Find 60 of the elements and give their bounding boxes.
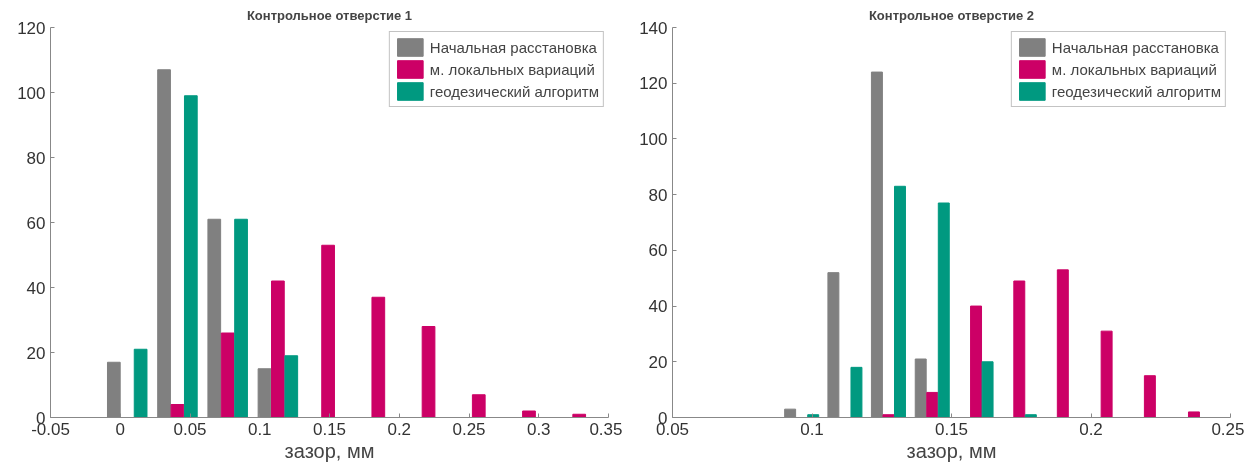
bar [1100, 330, 1113, 418]
x-tick-label: 0.1 [800, 419, 824, 439]
bar [271, 280, 285, 418]
x-tick-label: 0.15 [312, 419, 347, 439]
bar [170, 404, 185, 418]
chart-title: Контрольное отверстие 1 [246, 7, 413, 23]
bar [471, 394, 486, 418]
x-tick-label: 0.15 [934, 419, 969, 439]
x-tick-label: 0.2 [1079, 419, 1103, 439]
y-tick-label: 100 [639, 129, 668, 149]
y-tick-label: 140 [639, 18, 668, 38]
x-tick-label: 0.35 [589, 419, 623, 439]
y-tick-label: 100 [17, 83, 46, 103]
bar [1024, 414, 1037, 418]
y-tick-label: 120 [17, 18, 46, 38]
bar [1187, 411, 1200, 418]
bar [981, 361, 994, 418]
x-axis-title: зазор, мм [906, 439, 997, 462]
bar [894, 185, 906, 418]
legend-label: Начальная расстановка [1051, 38, 1219, 56]
bar [937, 202, 950, 418]
x-tick-label: 0.05 [173, 419, 207, 439]
x-tick-label: 0.25 [1211, 419, 1245, 439]
bar [522, 410, 536, 418]
bar [133, 348, 148, 418]
legend-label: геодезический алгоритм [1051, 82, 1221, 100]
x-tick-label: 0 [115, 419, 125, 439]
y-tick-label: 60 [648, 241, 668, 261]
legend-label: м. локальных вариаций [1051, 60, 1217, 78]
bar [1143, 375, 1156, 418]
bar [1013, 280, 1026, 418]
y-tick-label: 80 [26, 148, 46, 168]
y-tick-label: 80 [648, 185, 668, 205]
bar [284, 355, 299, 418]
legend-label: геодезический алгоритм [429, 82, 599, 100]
bar [183, 95, 198, 418]
y-tick-label: 20 [26, 343, 46, 363]
x-tick-label: 0.25 [452, 419, 486, 439]
bar [220, 332, 235, 418]
legend-label: Начальная расстановка [429, 38, 597, 56]
bar [421, 326, 436, 418]
bar [321, 244, 335, 418]
chart-title: Контрольное отверстие 2 [868, 7, 1035, 23]
x-axis-title: зазор, мм [284, 439, 375, 462]
x-tick-label: 0.3 [526, 419, 551, 439]
y-tick-label: 40 [648, 297, 668, 317]
bar [850, 366, 863, 418]
legend-label: м. локальных вариаций [429, 60, 595, 78]
y-tick-label: 120 [639, 74, 668, 94]
bar [882, 414, 895, 418]
y-tick-label: 60 [26, 213, 46, 233]
bar [1056, 269, 1069, 418]
y-tick-label: 20 [648, 352, 668, 372]
bar [970, 305, 983, 418]
y-tick-label: 40 [26, 278, 46, 298]
x-tick-label: 0.1 [247, 419, 272, 439]
bar [234, 218, 248, 418]
x-tick-label: 0.2 [387, 419, 412, 439]
bar [926, 391, 939, 418]
bar [371, 296, 386, 418]
